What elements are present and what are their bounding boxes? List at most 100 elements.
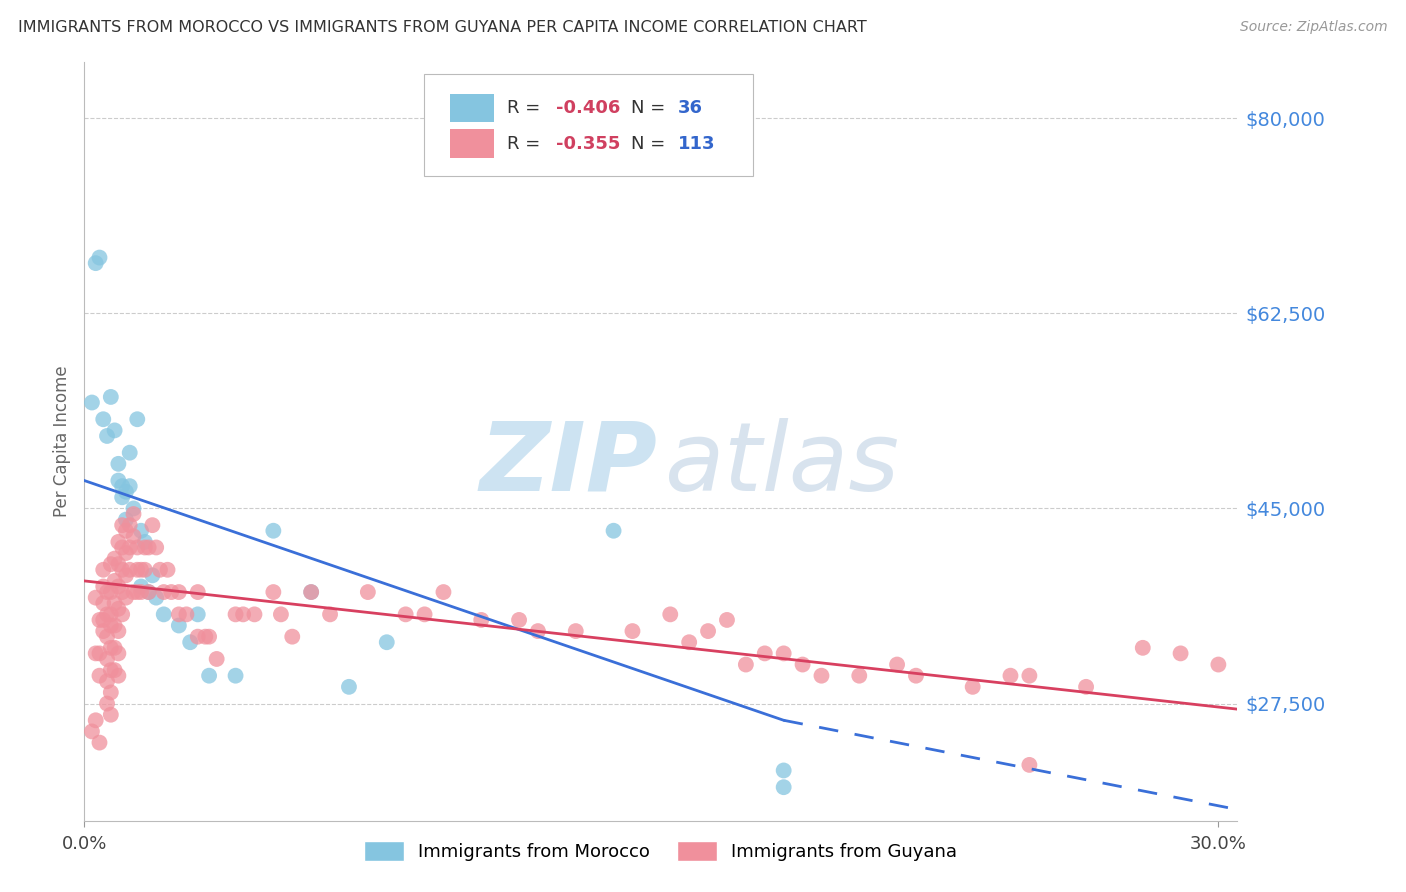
Point — [96, 429, 118, 443]
Point — [470, 613, 492, 627]
Point — [621, 624, 644, 639]
Text: R =: R = — [508, 135, 547, 153]
Point — [886, 657, 908, 672]
Point — [127, 412, 149, 426]
Point — [111, 563, 134, 577]
Point — [111, 491, 134, 505]
Point — [115, 568, 138, 582]
Point — [104, 424, 127, 438]
Point — [127, 541, 149, 555]
Point — [91, 412, 114, 426]
Text: N =: N = — [631, 99, 671, 117]
Point — [91, 580, 114, 594]
Point — [100, 618, 122, 632]
Point — [118, 479, 141, 493]
Point — [127, 585, 149, 599]
Point — [232, 607, 254, 622]
Point — [89, 669, 111, 683]
Point — [122, 507, 145, 521]
Point — [115, 524, 138, 538]
Point — [1132, 640, 1154, 655]
Text: -0.406: -0.406 — [555, 99, 620, 117]
Point — [91, 596, 114, 610]
Point — [602, 524, 624, 538]
Point — [129, 563, 152, 577]
Point — [84, 256, 107, 270]
Point — [299, 585, 322, 599]
Point — [152, 607, 174, 622]
Point — [96, 674, 118, 689]
FancyBboxPatch shape — [450, 94, 494, 122]
Point — [262, 524, 284, 538]
Point — [96, 697, 118, 711]
Point — [127, 563, 149, 577]
Point — [107, 669, 129, 683]
Point — [91, 613, 114, 627]
Point — [89, 251, 111, 265]
Point — [96, 585, 118, 599]
Point — [91, 563, 114, 577]
Point — [167, 607, 190, 622]
Point — [138, 585, 160, 599]
Point — [848, 669, 870, 683]
Point — [91, 624, 114, 639]
Point — [152, 585, 174, 599]
Point — [1170, 646, 1192, 660]
Point — [134, 541, 156, 555]
Point — [243, 607, 266, 622]
Point — [194, 630, 217, 644]
Point — [659, 607, 682, 622]
Point — [734, 657, 756, 672]
Point — [1208, 657, 1230, 672]
Point — [187, 607, 209, 622]
Point — [198, 630, 221, 644]
Point — [104, 618, 127, 632]
Point — [80, 724, 103, 739]
Point — [141, 568, 163, 582]
Point — [89, 613, 111, 627]
Point — [89, 646, 111, 660]
Point — [107, 646, 129, 660]
Point — [205, 652, 228, 666]
Point — [413, 607, 436, 622]
Point — [107, 602, 129, 616]
Point — [134, 563, 156, 577]
Point — [107, 474, 129, 488]
Point — [176, 607, 198, 622]
Point — [80, 395, 103, 409]
Point — [118, 563, 141, 577]
Point — [84, 714, 107, 728]
Point — [111, 607, 134, 622]
Y-axis label: Per Capita Income: Per Capita Income — [53, 366, 72, 517]
Point — [118, 446, 141, 460]
Point — [432, 585, 454, 599]
Point — [111, 518, 134, 533]
Point — [100, 685, 122, 699]
Point — [100, 707, 122, 722]
Point — [772, 764, 794, 778]
Point — [115, 484, 138, 499]
Point — [145, 591, 167, 605]
Point — [84, 591, 107, 605]
Point — [149, 563, 172, 577]
Point — [129, 585, 152, 599]
Point — [225, 669, 247, 683]
FancyBboxPatch shape — [450, 129, 494, 158]
Point — [118, 541, 141, 555]
Point — [160, 585, 183, 599]
Point — [395, 607, 418, 622]
Point — [1000, 669, 1022, 683]
Point — [187, 630, 209, 644]
Point — [122, 501, 145, 516]
Text: -0.355: -0.355 — [555, 135, 620, 153]
Point — [337, 680, 360, 694]
Point — [810, 669, 832, 683]
Text: 113: 113 — [678, 135, 716, 153]
Point — [107, 580, 129, 594]
Point — [772, 780, 794, 795]
Point — [138, 541, 160, 555]
Point — [104, 551, 127, 566]
Point — [122, 529, 145, 543]
Point — [1018, 669, 1040, 683]
Point — [111, 541, 134, 555]
